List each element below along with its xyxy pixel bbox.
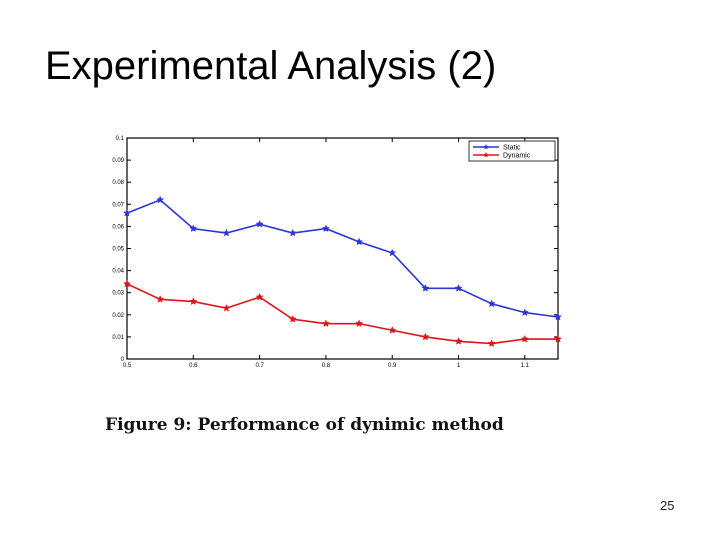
series-point-static bbox=[288, 228, 297, 237]
series-point-static bbox=[520, 308, 529, 317]
series-point-static bbox=[421, 284, 430, 292]
y-tick-label: 0.07 bbox=[112, 202, 124, 208]
x-tick-label: 1 bbox=[457, 363, 461, 369]
x-tick-label: 0.5 bbox=[123, 363, 132, 369]
legend-marker bbox=[483, 152, 489, 158]
series-point-dynamic bbox=[255, 292, 264, 301]
series-point-dynamic bbox=[421, 332, 430, 341]
series-point-dynamic bbox=[222, 303, 231, 312]
series-point-dynamic bbox=[355, 319, 364, 328]
plot-frame bbox=[126, 137, 559, 360]
series-point-dynamic bbox=[122, 279, 132, 288]
series-line-dynamic bbox=[126, 283, 558, 345]
series-point-dynamic bbox=[553, 334, 563, 343]
series-point-static bbox=[222, 228, 231, 237]
y-tick-label: 0 bbox=[121, 357, 125, 363]
series-point-dynamic bbox=[288, 314, 297, 323]
series-point-dynamic bbox=[156, 295, 165, 303]
series-point-dynamic bbox=[487, 339, 496, 347]
series-point-dynamic bbox=[388, 326, 397, 334]
x-tick-label: 0.8 bbox=[322, 363, 331, 369]
series-point-dynamic bbox=[321, 319, 330, 328]
y-tick-label: 0.1 bbox=[116, 136, 125, 142]
series-point-static bbox=[122, 208, 132, 217]
series-line-static bbox=[126, 198, 559, 318]
figure-caption: Figure 9: Performance of dynimic method bbox=[105, 415, 504, 435]
y-tick-label: 0.08 bbox=[112, 180, 124, 186]
series-point-static bbox=[454, 284, 463, 292]
series-point-static bbox=[321, 224, 330, 233]
legend-marker bbox=[483, 144, 489, 150]
series-point-static bbox=[255, 219, 264, 228]
legend-box bbox=[468, 140, 556, 162]
series-point-static bbox=[156, 195, 165, 204]
slide-title: Experimental Analysis (2) bbox=[45, 44, 497, 88]
series-point-static bbox=[388, 248, 397, 257]
y-tick-label: 0.03 bbox=[112, 291, 124, 297]
x-tick-label: 0.7 bbox=[255, 363, 264, 369]
y-tick-label: 0.02 bbox=[112, 313, 124, 319]
y-tick-label: 0.06 bbox=[112, 224, 124, 230]
y-tick-label: 0.09 bbox=[112, 158, 124, 164]
legend-label: Dynamic bbox=[503, 153, 531, 160]
series-point-dynamic bbox=[454, 337, 463, 345]
page-number: 25 bbox=[660, 498, 675, 513]
series-point-static bbox=[189, 224, 198, 233]
x-tick-label: 0.6 bbox=[189, 363, 198, 369]
legend-label: Static bbox=[503, 145, 521, 152]
series-point-dynamic bbox=[189, 297, 198, 305]
x-tick-label: 0.9 bbox=[388, 363, 397, 369]
y-tick-label: 0.01 bbox=[112, 335, 124, 341]
series-point-static bbox=[487, 299, 496, 308]
y-tick-label: 0.05 bbox=[112, 247, 124, 253]
series-point-dynamic bbox=[520, 334, 529, 343]
series-point-static bbox=[355, 237, 364, 246]
series-point-static bbox=[553, 312, 563, 321]
x-tick-label: 1.1 bbox=[521, 363, 530, 369]
y-tick-label: 0.04 bbox=[112, 269, 124, 275]
